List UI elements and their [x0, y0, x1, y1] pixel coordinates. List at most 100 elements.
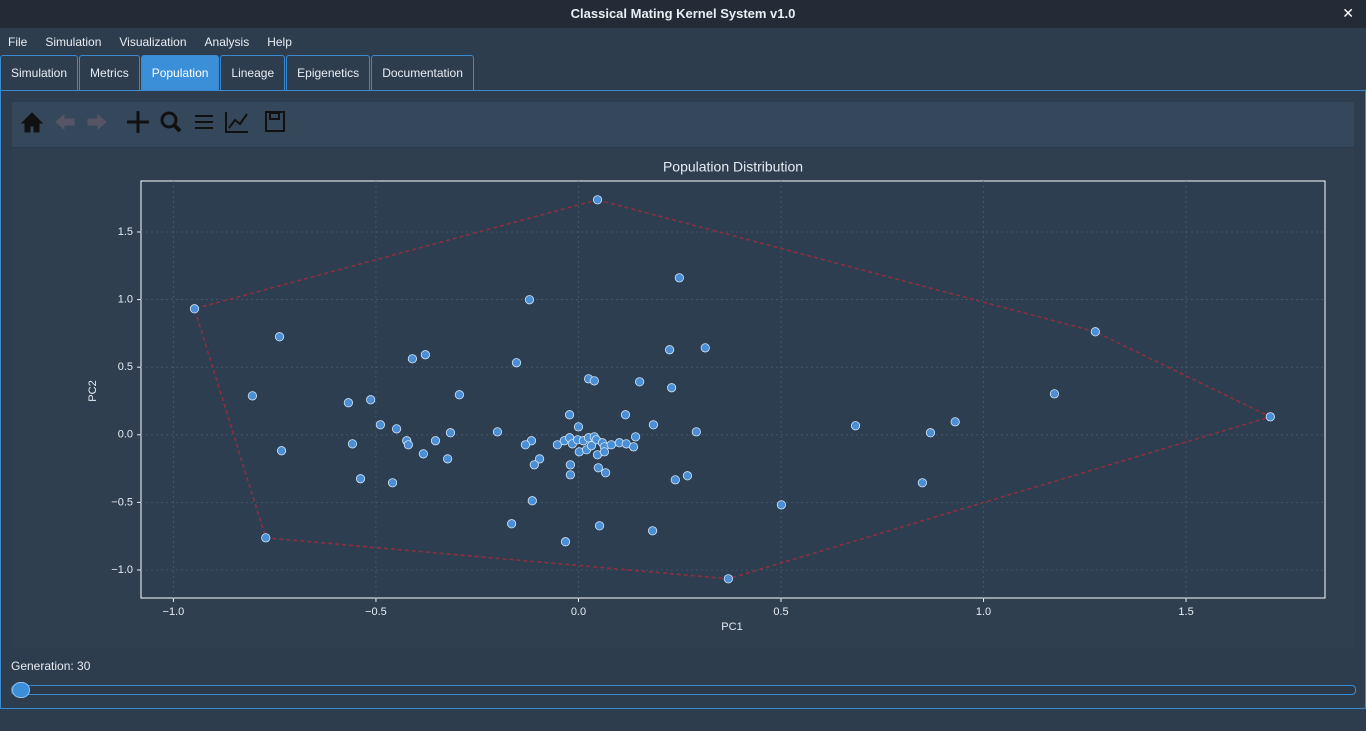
- scatter-point: [511, 358, 522, 368]
- menu-item[interactable]: Visualization: [119, 35, 187, 49]
- scatter-point: [850, 421, 861, 431]
- scatter-point: [682, 471, 693, 481]
- scatter-point: [1049, 389, 1060, 399]
- scatter-point: [620, 410, 631, 420]
- chart-title: Population Distribution: [663, 159, 803, 175]
- scatter-point: [586, 441, 597, 451]
- scatter-point: [560, 537, 571, 547]
- scatter-point: [667, 383, 677, 393]
- scatter-point: [950, 417, 960, 427]
- tab[interactable]: Lineage: [220, 55, 286, 90]
- scatter-point: [776, 500, 787, 510]
- scatter-point: [565, 460, 575, 470]
- scatter-point: [276, 446, 287, 456]
- x-axis-label: PC1: [721, 621, 742, 633]
- menu-item[interactable]: File: [8, 35, 28, 49]
- y-tick-label: −1.0: [111, 564, 133, 576]
- pan-button[interactable]: [127, 111, 149, 133]
- scatter-point: [534, 454, 545, 464]
- scatter-point: [628, 442, 639, 452]
- scatter-point: [430, 436, 441, 446]
- scatter-point: [691, 427, 701, 437]
- scatter-point: [552, 440, 563, 450]
- tab[interactable]: Population: [140, 55, 220, 90]
- scatter-point: [375, 420, 385, 430]
- tab[interactable]: Metrics: [79, 55, 140, 90]
- menu-item[interactable]: Analysis: [204, 35, 250, 49]
- scatter-point: [391, 424, 402, 434]
- scatter-point: [601, 468, 611, 478]
- back-button[interactable]: [55, 113, 75, 131]
- scatter-point: [527, 496, 537, 506]
- x-tick-label: 0.5: [773, 606, 788, 618]
- scatter-point: [599, 447, 609, 457]
- y-tick-label: 0.0: [118, 429, 133, 441]
- title-bar: [0, 0, 1366, 28]
- scatter-point: [520, 440, 531, 450]
- scatter-point: [573, 422, 584, 432]
- x-tick-label: 1.0: [976, 606, 991, 618]
- zoom-button[interactable]: [160, 111, 182, 133]
- tab-bar: Simulation Metrics Population Lineage Ep…: [0, 55, 475, 90]
- window-title: Classical Mating Kernel System v1.0: [570, 6, 796, 21]
- scatter-point: [418, 449, 428, 459]
- scatter-point: [564, 410, 575, 420]
- scatter-point: [355, 474, 366, 484]
- home-button[interactable]: [20, 112, 44, 133]
- menu-item[interactable]: Help: [267, 35, 292, 49]
- scatter-point: [407, 354, 417, 364]
- menu-bar: File Simulation Visualization Analysis H…: [0, 30, 302, 54]
- tab[interactable]: Epigenetics: [286, 55, 371, 90]
- x-tick-label: 0.0: [571, 606, 586, 618]
- scatter-point: [630, 432, 641, 442]
- toolbar: [12, 102, 1354, 148]
- scatter-point: [592, 195, 603, 205]
- scatter-point: [606, 440, 616, 450]
- scatter-point: [594, 521, 605, 531]
- scatter-point: [443, 454, 453, 464]
- scatter-point: [403, 440, 413, 450]
- save-button[interactable]: [265, 111, 285, 132]
- scatter-point: [670, 475, 680, 485]
- y-tick-label: −0.5: [111, 496, 133, 508]
- scatter-point: [343, 398, 353, 408]
- configure-button[interactable]: [195, 115, 213, 129]
- scatter-point: [665, 345, 675, 355]
- scatter-point: [507, 519, 517, 529]
- scatter-point: [635, 377, 645, 387]
- y-tick-label: 0.5: [118, 361, 133, 373]
- menu-item[interactable]: Simulation: [45, 35, 102, 49]
- scatter-point: [917, 478, 927, 488]
- tab[interactable]: Simulation: [0, 55, 79, 90]
- scatter-point: [674, 273, 684, 283]
- scatter-point: [492, 427, 503, 437]
- y-axis-label: PC2: [87, 380, 99, 401]
- scatter-point: [445, 428, 456, 438]
- scatter-point: [593, 463, 603, 473]
- scatter-point: [700, 343, 710, 353]
- slider-handle[interactable]: [12, 682, 30, 698]
- x-tick-label: −1.0: [163, 606, 185, 618]
- tab[interactable]: Documentation: [371, 55, 474, 90]
- x-tick-label: 1.5: [1178, 606, 1193, 618]
- scatter-point: [589, 376, 599, 386]
- generation-label: Generation: 30: [11, 659, 91, 673]
- close-button[interactable]: ✕: [1342, 5, 1354, 21]
- scatter-point: [454, 390, 464, 400]
- scatter-point: [1265, 412, 1275, 422]
- scatter-point: [1090, 327, 1100, 337]
- scatter-point: [261, 533, 271, 543]
- scatter-point: [529, 460, 539, 470]
- y-tick-label: 1.5: [118, 226, 133, 238]
- x-tick-label: −0.5: [365, 606, 387, 618]
- scatter-point: [366, 395, 376, 405]
- forward-button[interactable]: [87, 113, 107, 131]
- plot-area: [140, 180, 1326, 599]
- scatter-point: [647, 526, 658, 536]
- scatter-point: [387, 478, 398, 488]
- scatter-point: [565, 470, 575, 480]
- axes-button[interactable]: [225, 112, 248, 133]
- generation-slider[interactable]: [11, 685, 1356, 695]
- scatter-point: [347, 439, 358, 449]
